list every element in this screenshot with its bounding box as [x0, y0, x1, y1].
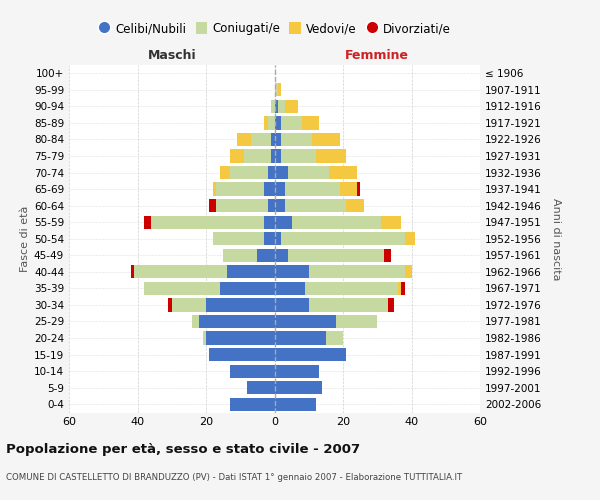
- Bar: [401, 282, 404, 295]
- Bar: [264, 216, 275, 229]
- Bar: [209, 199, 216, 212]
- Bar: [316, 150, 346, 162]
- Bar: [380, 216, 401, 229]
- Bar: [220, 166, 230, 179]
- Legend: Celibi/Nubili, Coniugati/e, Vedovi/e, Divorziati/e: Celibi/Nubili, Coniugati/e, Vedovi/e, Di…: [98, 22, 451, 36]
- Bar: [271, 133, 275, 146]
- Bar: [305, 282, 398, 295]
- Bar: [275, 298, 309, 312]
- Bar: [220, 282, 275, 295]
- Bar: [203, 332, 206, 344]
- Bar: [309, 265, 404, 278]
- Bar: [216, 199, 268, 212]
- Bar: [278, 100, 285, 113]
- Bar: [271, 100, 275, 113]
- Bar: [227, 265, 275, 278]
- Bar: [346, 199, 364, 212]
- Bar: [247, 381, 275, 394]
- Bar: [131, 265, 134, 278]
- Bar: [151, 216, 264, 229]
- Bar: [257, 248, 275, 262]
- Bar: [264, 232, 275, 245]
- Bar: [275, 248, 288, 262]
- Bar: [206, 298, 275, 312]
- Y-axis label: Fasce di età: Fasce di età: [20, 206, 30, 272]
- Bar: [275, 348, 346, 361]
- Bar: [169, 298, 172, 312]
- Bar: [216, 182, 264, 196]
- Bar: [285, 199, 346, 212]
- Bar: [292, 216, 380, 229]
- Bar: [230, 166, 268, 179]
- Bar: [288, 166, 329, 179]
- Bar: [281, 133, 312, 146]
- Bar: [275, 282, 305, 295]
- Bar: [193, 315, 199, 328]
- Bar: [275, 100, 278, 113]
- Bar: [288, 248, 384, 262]
- Bar: [268, 166, 275, 179]
- Text: COMUNE DI CASTELLETTO DI BRANDUZZO (PV) - Dati ISTAT 1° gennaio 2007 - Elaborazi: COMUNE DI CASTELLETTO DI BRANDUZZO (PV) …: [6, 472, 462, 482]
- Bar: [275, 150, 281, 162]
- Text: Femmine: Femmine: [345, 48, 409, 62]
- Bar: [275, 232, 281, 245]
- Bar: [275, 216, 292, 229]
- Bar: [329, 166, 356, 179]
- Bar: [223, 248, 257, 262]
- Bar: [302, 116, 319, 130]
- Bar: [264, 182, 275, 196]
- Bar: [278, 83, 281, 96]
- Bar: [275, 315, 336, 328]
- Bar: [312, 133, 340, 146]
- Bar: [230, 150, 244, 162]
- Bar: [281, 116, 302, 130]
- Bar: [199, 315, 275, 328]
- Bar: [281, 150, 316, 162]
- Bar: [388, 298, 394, 312]
- Bar: [271, 150, 275, 162]
- Bar: [275, 133, 281, 146]
- Bar: [275, 398, 316, 411]
- Bar: [251, 133, 271, 146]
- Text: Popolazione per età, sesso e stato civile - 2007: Popolazione per età, sesso e stato civil…: [6, 442, 360, 456]
- Bar: [230, 398, 275, 411]
- Bar: [404, 232, 415, 245]
- Bar: [309, 298, 388, 312]
- Bar: [275, 116, 281, 130]
- Bar: [275, 199, 285, 212]
- Text: Maschi: Maschi: [148, 48, 196, 62]
- Bar: [384, 248, 391, 262]
- Bar: [244, 150, 271, 162]
- Bar: [275, 182, 285, 196]
- Bar: [213, 182, 216, 196]
- Bar: [285, 100, 298, 113]
- Bar: [145, 282, 220, 295]
- Bar: [356, 182, 360, 196]
- Bar: [230, 364, 275, 378]
- Bar: [285, 182, 340, 196]
- Bar: [209, 348, 275, 361]
- Bar: [213, 232, 264, 245]
- Bar: [275, 381, 322, 394]
- Bar: [340, 182, 356, 196]
- Bar: [275, 265, 309, 278]
- Bar: [172, 298, 206, 312]
- Bar: [336, 315, 377, 328]
- Bar: [398, 282, 401, 295]
- Bar: [275, 332, 326, 344]
- Bar: [326, 332, 343, 344]
- Y-axis label: Anni di nascita: Anni di nascita: [551, 198, 561, 280]
- Bar: [145, 216, 151, 229]
- Bar: [134, 265, 227, 278]
- Bar: [268, 199, 275, 212]
- Bar: [281, 232, 404, 245]
- Bar: [275, 364, 319, 378]
- Bar: [404, 265, 412, 278]
- Bar: [275, 83, 278, 96]
- Bar: [275, 166, 288, 179]
- Bar: [264, 116, 268, 130]
- Bar: [268, 116, 275, 130]
- Bar: [206, 332, 275, 344]
- Bar: [237, 133, 251, 146]
